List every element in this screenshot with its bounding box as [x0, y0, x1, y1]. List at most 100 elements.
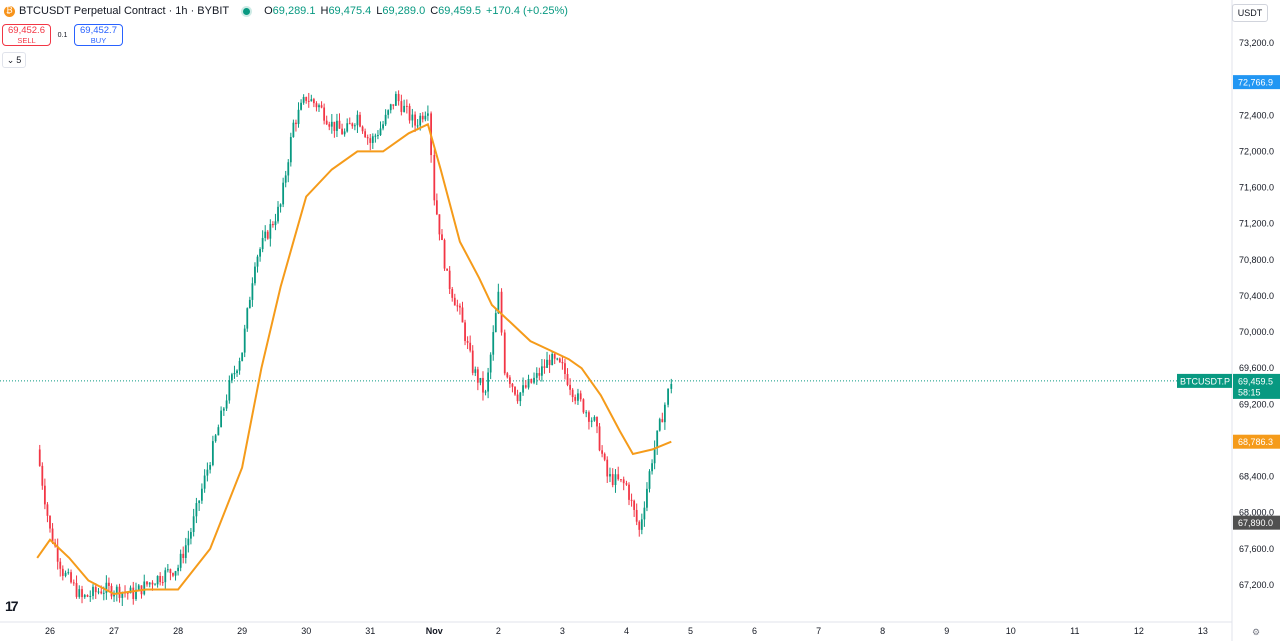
candle-body — [315, 103, 318, 108]
candle-body — [569, 384, 571, 390]
candle-body — [328, 124, 331, 127]
price-tick-label: 70,000.0 — [1239, 327, 1274, 337]
candle-body — [530, 379, 533, 383]
candle-body — [305, 97, 308, 101]
time-tick-label: 12 — [1134, 626, 1144, 636]
price-tick-label: 69,600.0 — [1239, 363, 1274, 373]
time-tick-label: 7 — [816, 626, 821, 636]
candle-body — [494, 313, 497, 333]
candle-body — [464, 322, 466, 342]
price-tick-label: 71,200.0 — [1239, 219, 1274, 229]
candle-body — [574, 397, 577, 401]
indicators-count: 5 — [16, 55, 22, 65]
candle-body — [179, 553, 182, 568]
price-tick-label: 70,400.0 — [1239, 291, 1274, 301]
candle-body — [356, 114, 359, 126]
candle-body — [441, 234, 443, 241]
change-value: +170.4 (+0.25%) — [486, 5, 568, 17]
candle-body — [174, 571, 177, 576]
candle-body — [371, 136, 374, 143]
candle-body — [538, 373, 541, 376]
candle-body — [643, 507, 646, 520]
candle-body — [400, 101, 403, 112]
candle-body — [658, 419, 661, 431]
chevron-down-icon: ⌄ — [6, 54, 15, 65]
candle-body — [516, 394, 519, 402]
candle-body — [359, 114, 361, 127]
candle-body — [338, 120, 341, 129]
sell-price: 69,452.6 — [8, 25, 45, 36]
candle-body — [51, 528, 54, 543]
candle-body — [543, 366, 546, 368]
candle-body — [361, 126, 364, 132]
candle-body — [318, 105, 320, 108]
moving-average-line — [36, 122, 672, 596]
candle-body — [646, 488, 648, 508]
candle-body — [561, 362, 564, 364]
candle-body — [292, 122, 295, 138]
candle-body — [126, 592, 129, 594]
price-tick-label: 72,000.0 — [1239, 146, 1274, 156]
candle-body — [238, 360, 241, 371]
candle-body — [487, 372, 490, 392]
open-label: O — [264, 5, 273, 17]
symbol-price-tag — [1177, 373, 1232, 388]
high-value: 69,475.4 — [328, 5, 372, 17]
candle-body — [656, 430, 659, 449]
currency-button[interactable]: USDT — [1232, 4, 1268, 22]
candle-body — [100, 591, 103, 594]
candle-body — [72, 582, 75, 584]
candle-body — [638, 521, 641, 530]
candle-body — [246, 308, 249, 329]
symbol-title[interactable]: BTCUSDT Perpetual Contract · 1h · BYBIT — [19, 5, 230, 17]
candle-body — [448, 270, 451, 290]
candle-body — [161, 582, 164, 584]
candle-body — [182, 553, 185, 558]
candle-body — [200, 488, 203, 501]
indicators-toggle-button[interactable]: ⌄ 5 — [2, 52, 26, 68]
sell-button[interactable]: 69,452.6 SELL — [2, 24, 51, 46]
candle-body — [403, 105, 406, 112]
candle-body — [653, 448, 656, 464]
candle-body — [297, 109, 300, 125]
current-price-tag-label: 69,459.5 — [1238, 376, 1273, 386]
candle-body — [156, 575, 159, 585]
candle-body — [135, 589, 137, 600]
candle-body — [323, 107, 326, 121]
buy-button[interactable]: 69,452.7 BUY — [74, 24, 123, 46]
candle-body — [233, 373, 236, 375]
price-tick-label: 71,600.0 — [1239, 183, 1274, 193]
candle-body — [566, 374, 569, 385]
candle-body — [259, 249, 261, 257]
candle-body — [325, 120, 328, 125]
settings-gear-icon[interactable]: ⚙ — [1252, 627, 1261, 637]
time-tick-label: 28 — [173, 626, 183, 636]
candle-body — [551, 353, 554, 366]
candle-body — [476, 369, 479, 383]
candle-body — [172, 573, 174, 576]
candle-body — [508, 377, 511, 384]
candle-body — [236, 370, 238, 374]
time-tick-label: 5 — [688, 626, 693, 636]
sell-label: SELL — [17, 36, 36, 45]
close-label: C — [430, 5, 439, 17]
candle-body — [353, 125, 356, 127]
candle-body — [648, 471, 651, 489]
candle-body — [588, 412, 590, 422]
candle-body — [397, 93, 400, 102]
target-price-tag-label: 72,766.9 — [1238, 78, 1273, 88]
candle-body — [416, 125, 419, 127]
candle-body — [330, 121, 333, 127]
candle-body — [456, 305, 459, 307]
candle-body — [374, 135, 377, 137]
candle-body — [169, 569, 172, 574]
candle-body — [453, 297, 456, 306]
time-tick-label: 11 — [1070, 626, 1079, 636]
candle-body — [661, 419, 664, 423]
tradingview-logo-icon[interactable]: 17 — [5, 598, 19, 614]
low-label: L — [376, 5, 383, 17]
candle-body — [474, 369, 477, 373]
candle-body — [435, 200, 438, 215]
time-tick-label: 29 — [237, 626, 247, 636]
